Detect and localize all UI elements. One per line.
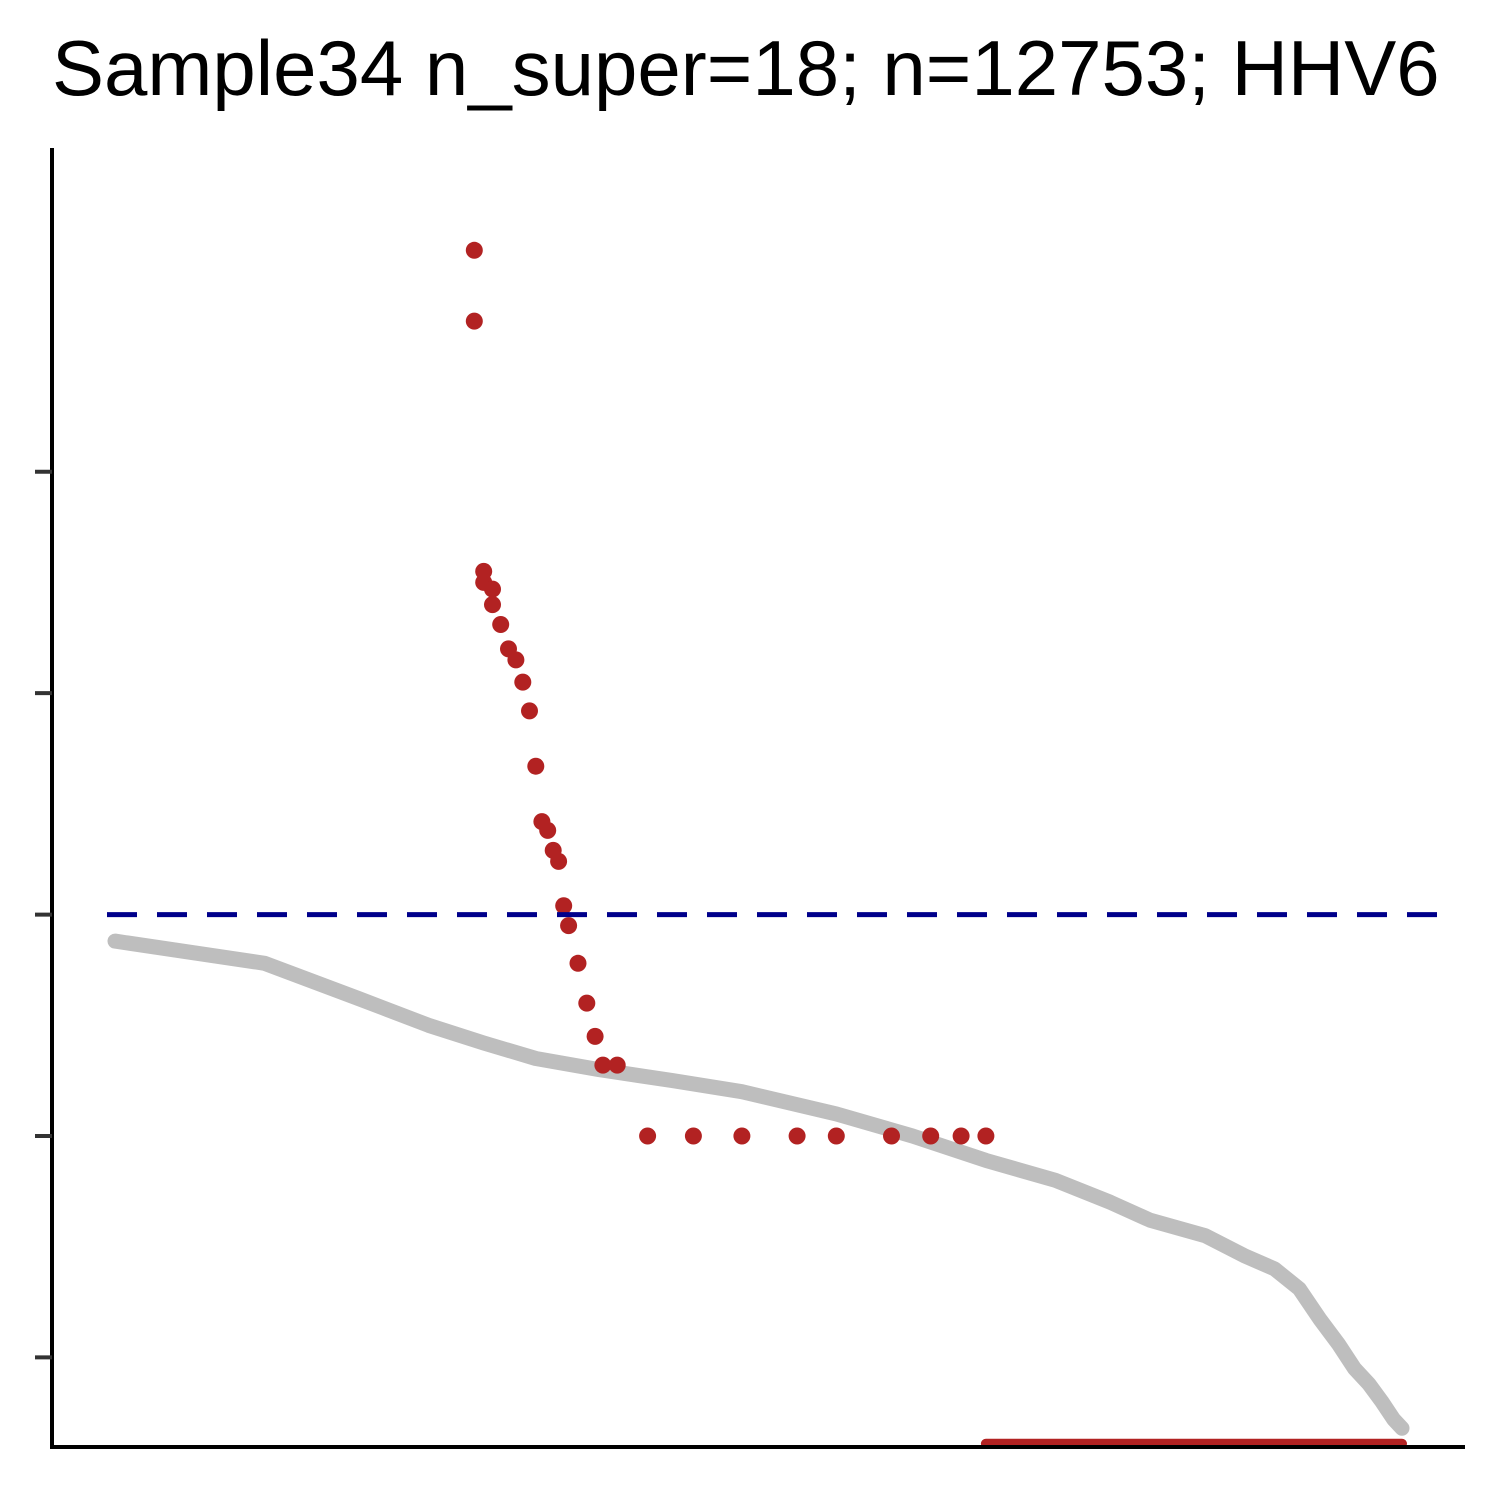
super-point	[586, 1027, 604, 1045]
chart-title: Sample34 n_super=18; n=12753; HHV6	[52, 24, 1440, 112]
super-point	[521, 702, 538, 720]
super-point	[484, 580, 501, 598]
super-point	[883, 1127, 900, 1145]
super-point	[550, 852, 568, 870]
super-point	[507, 651, 525, 669]
super-point	[492, 616, 510, 633]
super-point	[578, 994, 596, 1012]
super-point	[594, 1056, 612, 1074]
super-point	[555, 897, 573, 915]
super-point	[465, 312, 483, 330]
super-point	[527, 757, 545, 775]
background-series-curve	[107, 933, 1410, 1436]
super-point	[684, 1127, 702, 1145]
axes	[35, 148, 1465, 1449]
super-point	[922, 1127, 940, 1145]
super-point	[977, 1127, 995, 1145]
super-point	[539, 821, 557, 839]
super-point	[788, 1127, 806, 1145]
super-point	[465, 241, 483, 259]
super-point	[952, 1127, 970, 1145]
super-point	[514, 673, 532, 691]
super-point	[733, 1127, 751, 1145]
super-point	[639, 1127, 657, 1145]
super-point	[484, 596, 501, 614]
plot-area	[107, 241, 1447, 1449]
super-point	[608, 1056, 626, 1074]
super-point	[569, 954, 587, 972]
super-point	[560, 917, 578, 935]
super-point	[827, 1127, 845, 1145]
